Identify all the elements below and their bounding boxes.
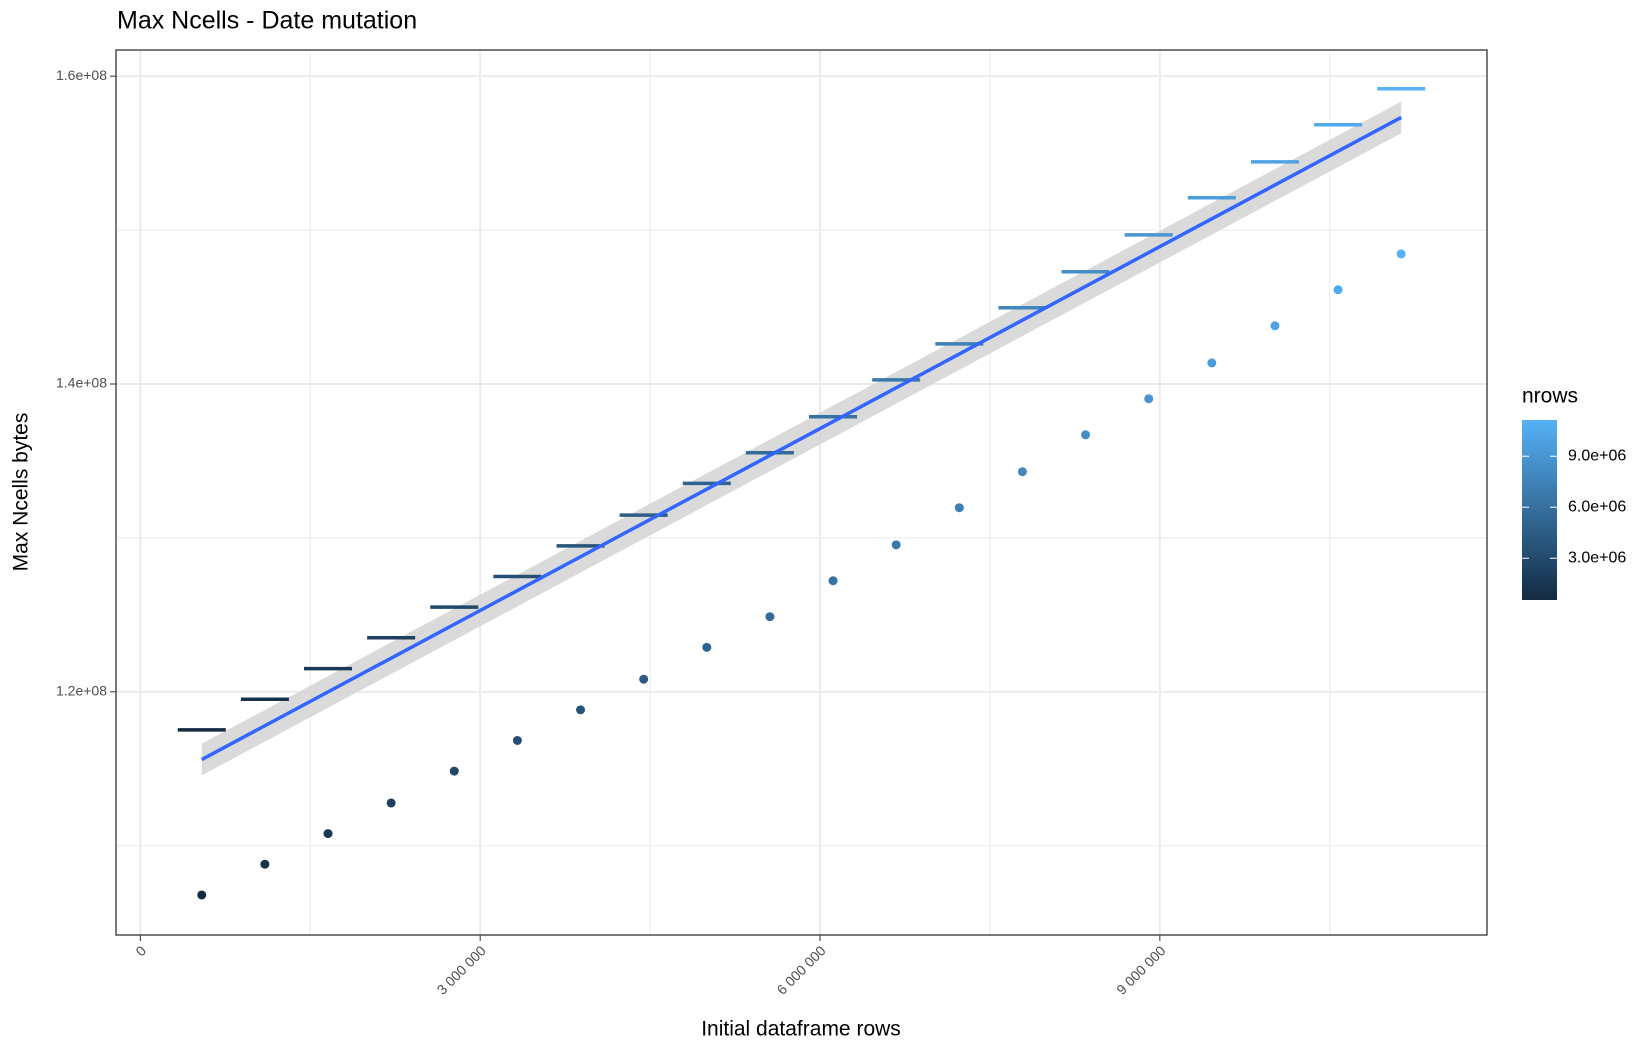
colorbar-label: 3.0e+06	[1568, 549, 1626, 566]
y-tick-label: 1.2e+08	[56, 683, 107, 699]
point	[702, 642, 712, 652]
x-axis-title: Initial dataframe rows	[701, 1018, 901, 1041]
x-tick-label: 6 000 000	[773, 942, 829, 998]
point	[1144, 394, 1154, 404]
panel-border	[115, 49, 1488, 936]
point	[323, 829, 333, 839]
point	[386, 798, 396, 808]
x-tick-label: 3 000 000	[434, 942, 490, 998]
point	[954, 503, 964, 513]
legend-title: nrows	[1522, 385, 1578, 408]
fit-line	[200, 115, 1403, 762]
point	[1333, 285, 1343, 295]
y-tick-label: 1.4e+08	[56, 375, 107, 391]
point	[1081, 430, 1091, 440]
point	[765, 612, 775, 622]
point	[1207, 358, 1217, 368]
colorbar-label: 9.0e+06	[1568, 447, 1626, 464]
colorbar-label: 6.0e+06	[1568, 498, 1626, 515]
colorbar	[1522, 420, 1557, 600]
point	[197, 890, 207, 900]
point	[891, 540, 901, 550]
point	[260, 859, 270, 869]
y-axis-title: Max Ncells bytes	[10, 413, 33, 572]
y-tick-label: 1.6e+08	[56, 67, 107, 83]
point	[1396, 249, 1406, 259]
chart-title: Max Ncells - Date mutation	[117, 7, 417, 35]
x-tick-label: 0	[132, 942, 149, 959]
point	[1270, 321, 1280, 331]
x-tick-label: 9 000 000	[1113, 942, 1169, 998]
point	[449, 766, 459, 776]
point	[512, 735, 522, 745]
point	[639, 674, 649, 684]
point	[576, 705, 586, 715]
point	[1017, 467, 1027, 477]
point	[828, 576, 838, 586]
